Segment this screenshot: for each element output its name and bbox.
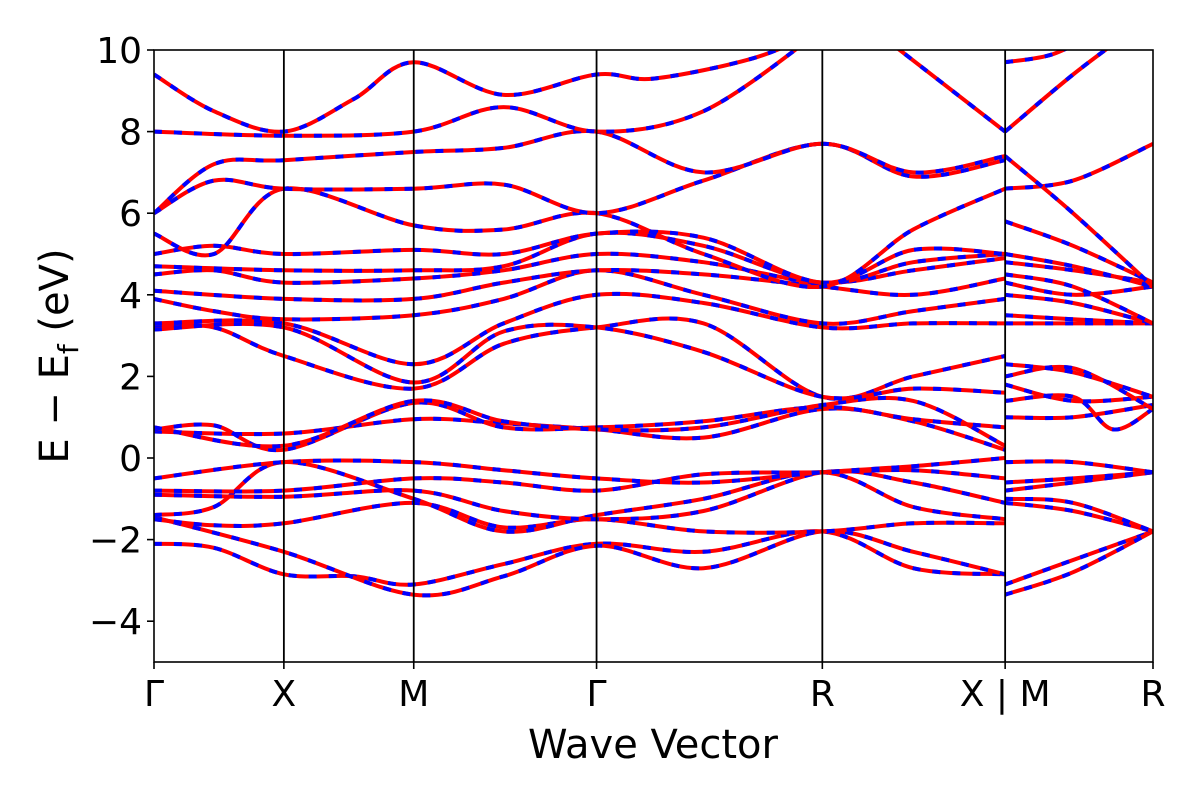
band-line-red-1-20 [1004, 141, 1153, 191]
y-axis-label: E − Ef (eV) [32, 248, 85, 463]
band-line-blue-1-19 [1004, 219, 1153, 285]
y-tick-label: 0 [119, 439, 142, 480]
band-line-blue-0-9 [154, 395, 1006, 449]
band-line-blue-0-8 [154, 400, 1006, 453]
band-line-red-1-10 [1004, 364, 1153, 411]
band-line-red-1-7 [1005, 403, 1153, 421]
band-line-blue-0-22 [154, 50, 783, 134]
band-line-blue-0-1 [154, 515, 1006, 598]
band-line-blue-1-1 [1004, 529, 1153, 597]
band-line-red-0-10 [154, 316, 1006, 401]
x-tick-label: M [398, 674, 429, 715]
band-line-red-0-20 [154, 128, 1006, 215]
x-tick-label: X [272, 674, 297, 715]
y-axis-label-main: E − E [32, 354, 78, 464]
band-line-red-0-1 [154, 515, 1006, 598]
band-line-red-0-15 [154, 251, 1006, 285]
band-line-red-0-21 [154, 50, 799, 138]
band-line-blue-0-10 [154, 316, 1006, 401]
band-line-red-1-11 [1004, 362, 1153, 399]
band-line-blue-0-13 [154, 268, 1006, 326]
band-line-red-1-2 [1004, 500, 1153, 534]
band-line-blue-0-0 [154, 529, 1006, 587]
x-tick-label: R [810, 674, 835, 715]
band-line-red-0-19 [154, 141, 1006, 216]
band-line-red-1-3 [1004, 496, 1153, 534]
band-line-blue-0-20 [154, 128, 1006, 215]
band-lines [154, 50, 1153, 598]
y-axis-label-unit: (eV) [32, 248, 78, 344]
x-tick-label: Γ [144, 674, 164, 715]
y-axis-label-sub: f [52, 343, 85, 354]
high-symmetry-lines [282, 50, 1007, 662]
x-tick-label: X | M [960, 674, 1051, 715]
band-line-red-1-16 [1004, 272, 1153, 326]
y-tick-label: 4 [119, 276, 142, 317]
x-axis-label: Wave Vector [528, 722, 779, 768]
y-tick-label: 2 [119, 357, 142, 398]
band-line-red-1-15 [1004, 280, 1153, 297]
band-line-blue-0-17 [154, 229, 1006, 285]
band-line-blue-1-22 [1003, 50, 1109, 134]
y-tick-label: −2 [89, 521, 142, 562]
band-line-red-1-6 [1005, 459, 1153, 475]
band-line-blue-0-11 [154, 321, 1006, 401]
band-line-red-1-22 [1003, 50, 1109, 134]
band-line-blue-0-18 [154, 186, 1006, 290]
band-line-red-0-9 [154, 395, 1006, 449]
band-line-red-1-17 [1004, 260, 1153, 285]
band-line-red-1-0 [1004, 529, 1153, 587]
y-tick-label: 8 [119, 113, 142, 154]
band-line-blue-1-20 [1004, 141, 1153, 191]
band-line-red-1-5 [1004, 470, 1153, 485]
band-line-blue-1-23 [1004, 50, 1069, 65]
y-tick-label: 6 [119, 194, 142, 235]
x-axis-ticks: Γ X M Γ R X | M R [144, 662, 1166, 715]
band-line-red-1-23 [1004, 50, 1069, 65]
x-tick-label: R [1140, 674, 1165, 715]
band-line-red-1-13 [1004, 313, 1153, 326]
band-line-blue-0-2 [154, 500, 1006, 535]
y-tick-label: −4 [89, 602, 142, 643]
band-line-red-0-22 [154, 50, 783, 134]
plot-frame [153, 49, 1154, 663]
y-axis-ticks: −4 −2 0 2 4 6 8 10 [89, 31, 154, 643]
band-line-blue-0-23 [896, 50, 1007, 134]
band-line-blue-1-8 [1004, 393, 1153, 432]
x-tick-label: Γ [587, 674, 607, 715]
band-line-blue-0-21 [154, 50, 799, 138]
band-line-blue-0-19 [154, 141, 1006, 216]
band-line-blue-1-21 [1003, 154, 1153, 289]
band-line-blue-0-3 [154, 460, 1006, 534]
band-line-red-1-18 [1004, 252, 1153, 289]
band-line-red-1-14 [1004, 292, 1153, 326]
y-tick-label: 10 [96, 31, 142, 72]
